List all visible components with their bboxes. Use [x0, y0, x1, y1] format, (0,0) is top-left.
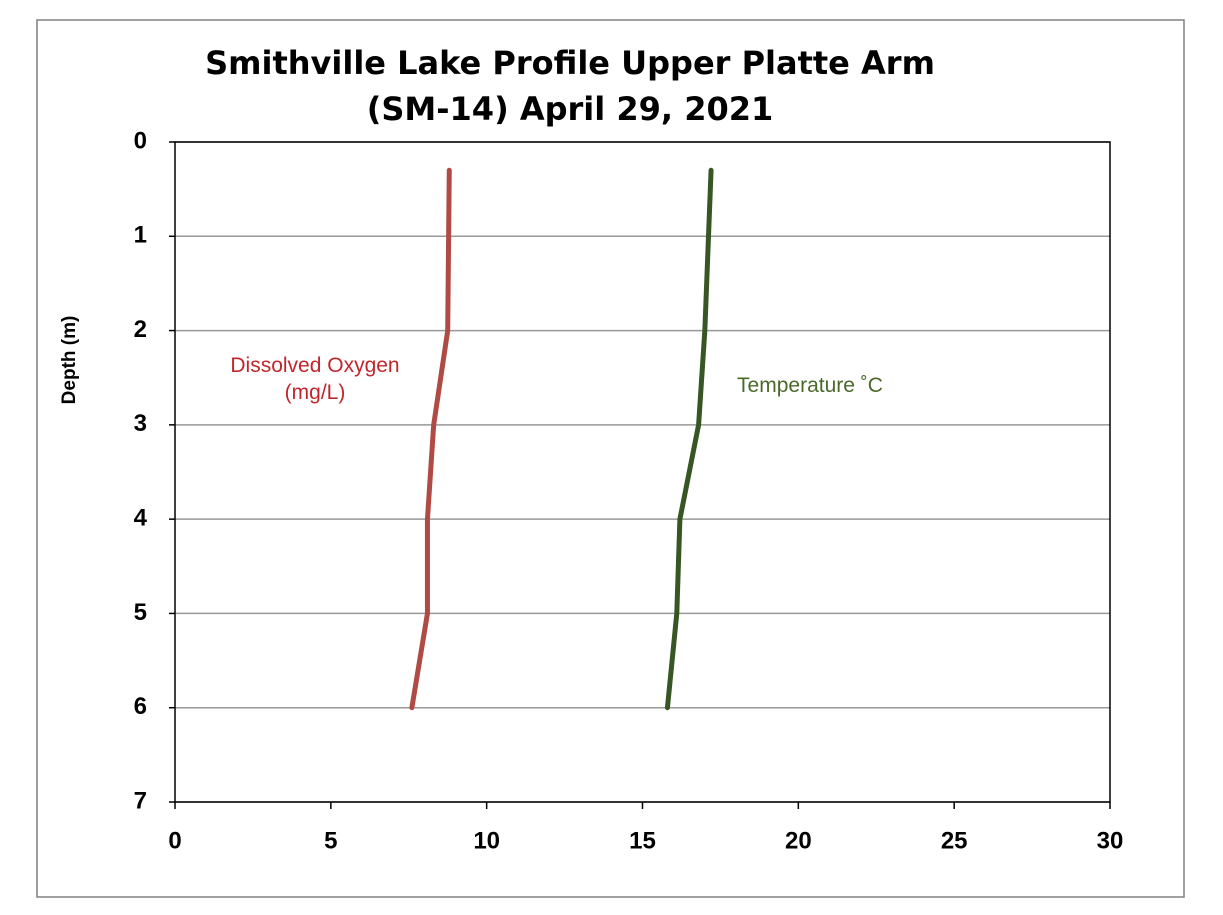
y-tick-label: 7 — [134, 787, 147, 814]
y-tick-label: 4 — [134, 504, 148, 531]
y-tick-label: 3 — [134, 410, 147, 437]
y-tick-label: 0 — [134, 127, 147, 154]
series-label: Temperature ˚C — [737, 374, 883, 397]
plot-frame — [174, 141, 1111, 803]
x-tick-label: 30 — [1097, 827, 1124, 854]
x-tick-label: 5 — [324, 827, 337, 854]
series-line — [409, 167, 452, 711]
y-tick-label: 6 — [134, 693, 147, 720]
series-line — [664, 167, 714, 711]
x-tick-label: 25 — [941, 827, 968, 854]
x-tick-label: 20 — [785, 827, 812, 854]
x-tick-label: 0 — [168, 827, 181, 854]
series-label: Dissolved Oxygen (mg/L) — [230, 354, 400, 404]
y-tick-label: 2 — [134, 316, 147, 343]
x-tick-label: 15 — [629, 827, 656, 854]
y-axis-label: Depth (m) — [59, 316, 80, 405]
y-tick-label: 5 — [134, 599, 147, 626]
x-tick-label: 10 — [473, 827, 500, 854]
chart-border — [36, 19, 1185, 898]
chart-title: Smithville Lake Profile Upper Platte Arm… — [205, 44, 935, 128]
y-tick-label: 1 — [134, 222, 147, 249]
